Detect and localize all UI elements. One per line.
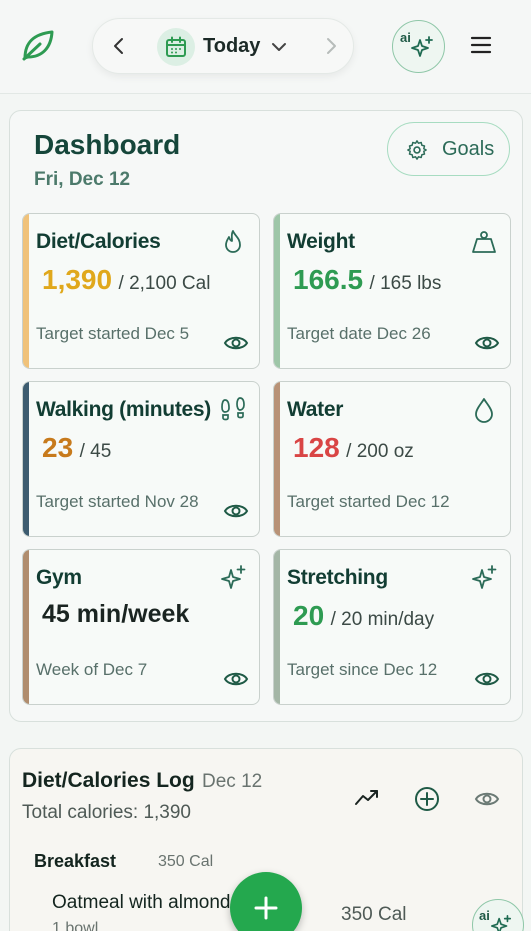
- trending-up-icon[interactable]: [354, 787, 380, 809]
- chevron-right-icon[interactable]: [321, 36, 341, 56]
- eye-icon[interactable]: [223, 501, 249, 521]
- current-value: 20: [293, 600, 325, 631]
- current-value: 128: [293, 432, 340, 463]
- card-accent: [23, 550, 29, 704]
- eye-icon[interactable]: [474, 669, 500, 689]
- chevron-left-icon[interactable]: [109, 36, 129, 56]
- card-accent: [274, 550, 280, 704]
- meal-calories: 350 Cal: [158, 853, 214, 870]
- stretching-card[interactable]: Stretching 20 / 20 min/day Target since …: [273, 549, 511, 705]
- card-footer: Target started Dec 12: [287, 492, 450, 511]
- card-accent: [23, 214, 29, 368]
- eye-icon[interactable]: [474, 333, 500, 353]
- target-value: / 45: [79, 441, 112, 462]
- log-title: Diet/Calories Log: [22, 769, 195, 792]
- food-item-quantity: 1 bowl: [52, 920, 99, 931]
- current-value: 45 min/week: [42, 600, 190, 628]
- card-title: Diet/Calories: [36, 230, 161, 253]
- calendar-icon: [166, 36, 186, 57]
- menu-icon[interactable]: [470, 36, 492, 54]
- card-accent: [274, 214, 280, 368]
- gym-card[interactable]: Gym 45 min/week Week of Dec 7: [22, 549, 260, 705]
- target-value: / 2,100 Cal: [118, 273, 211, 294]
- card-title: Stretching: [287, 566, 388, 589]
- weight-card[interactable]: Weight 166.5 / 165 lbs Target date Dec 2…: [273, 213, 511, 369]
- date-label[interactable]: Today: [203, 35, 261, 57]
- diet-log-panel: Diet/Calories Log Dec 12 Total calories:…: [9, 748, 524, 931]
- dashboard-date: Fri, Dec 12: [34, 169, 131, 190]
- card-accent: [23, 382, 29, 536]
- card-accent: [274, 382, 280, 536]
- sparkles-icon: [472, 565, 497, 589]
- leaf-icon[interactable]: [20, 28, 56, 62]
- card-value: 20 / 20 min/day: [293, 600, 434, 632]
- card-title: Walking (minutes): [36, 398, 211, 421]
- date-selector: Today: [92, 18, 354, 74]
- food-item-name[interactable]: Oatmeal with almond butter: [52, 892, 285, 913]
- card-footer: Target started Dec 5: [36, 324, 190, 343]
- card-title: Weight: [287, 230, 355, 253]
- sparkles-icon: [221, 565, 246, 589]
- calendar-button[interactable]: [157, 28, 195, 66]
- sparkles-icon: [490, 915, 512, 931]
- diet-card[interactable]: Diet/Calories 1,390 / 2,100 Cal Target s…: [22, 213, 260, 369]
- ai-assistant-button[interactable]: ai: [472, 899, 524, 931]
- ai-label: ai: [479, 908, 490, 923]
- card-footer: Week of Dec 7: [36, 660, 148, 679]
- goals-button[interactable]: Goals: [387, 122, 510, 176]
- current-value: 1,390: [42, 264, 113, 295]
- card-value: 166.5 / 165 lbs: [293, 264, 441, 296]
- log-total: Total calories: 1,390: [22, 802, 191, 823]
- target-value: / 165 lbs: [369, 273, 442, 294]
- card-value: 128 / 200 oz: [293, 432, 414, 464]
- target-value: / 200 oz: [346, 441, 414, 462]
- card-value: 23 / 45: [42, 432, 111, 464]
- log-date: Dec 12: [202, 771, 263, 792]
- goals-label: Goals: [442, 138, 495, 160]
- card-footer: Target started Nov 28: [36, 492, 199, 511]
- eye-icon[interactable]: [223, 669, 249, 689]
- weight-icon: [472, 231, 496, 253]
- sparkles-icon: [411, 36, 433, 57]
- card-title: Gym: [36, 566, 82, 589]
- meal-title: Breakfast: [34, 851, 117, 871]
- footprints-icon: [221, 397, 245, 421]
- water-card[interactable]: Water 128 / 200 oz Target started Dec 12: [273, 381, 511, 537]
- ai-label: ai: [400, 30, 411, 45]
- add-entry-button[interactable]: [230, 872, 302, 931]
- flame-icon: [225, 230, 241, 253]
- walking-card[interactable]: Walking (minutes) 23 / 45 Target started…: [22, 381, 260, 537]
- card-title: Water: [287, 398, 344, 421]
- chevron-down-icon[interactable]: [269, 37, 289, 57]
- droplet-icon: [475, 398, 493, 423]
- card-value: 1,390 / 2,100 Cal: [42, 264, 210, 296]
- add-circle-icon[interactable]: [414, 786, 440, 812]
- current-value: 23: [42, 432, 74, 463]
- plus-icon: [254, 896, 278, 920]
- target-value: / 20 min/day: [330, 609, 435, 630]
- card-footer: Target date Dec 26: [287, 324, 431, 343]
- eye-icon[interactable]: [223, 333, 249, 353]
- page-title: Dashboard: [34, 129, 181, 160]
- dashboard-panel: Dashboard Fri, Dec 12 Goals Diet/Calorie…: [9, 110, 523, 722]
- ai-assistant-button[interactable]: ai: [392, 20, 445, 73]
- top-bar: Today ai: [0, 0, 531, 94]
- eye-icon[interactable]: [474, 788, 500, 810]
- food-item-calories: 350 Cal: [341, 904, 407, 925]
- card-footer: Target since Dec 12: [287, 660, 438, 679]
- current-value: 166.5: [293, 264, 364, 295]
- gear-icon: [407, 140, 427, 160]
- card-value: 45 min/week: [42, 600, 189, 629]
